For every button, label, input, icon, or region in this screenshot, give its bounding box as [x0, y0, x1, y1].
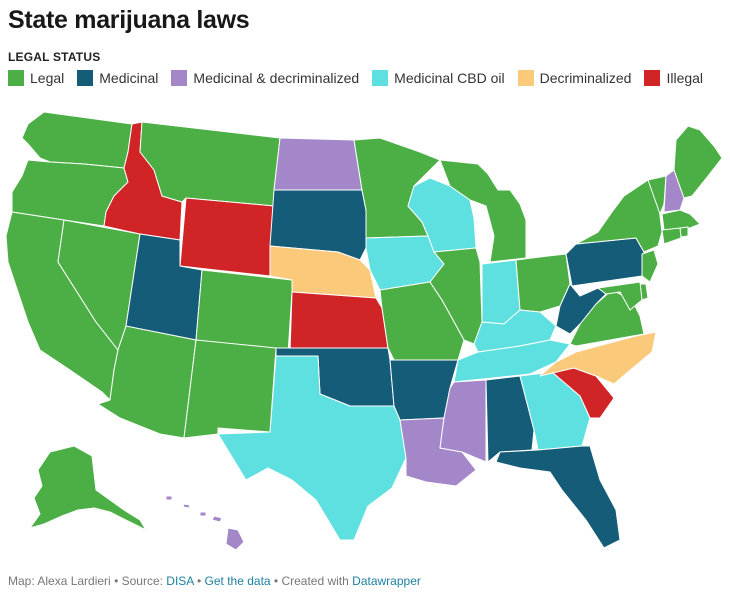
legend-swatch-legal — [8, 70, 24, 86]
state-washington[interactable] — [21, 111, 133, 169]
state-massachusetts[interactable] — [661, 209, 701, 231]
legend-item-medicinal-cbd-oil[interactable]: Medicinal CBD oil — [372, 70, 505, 86]
legend-swatch-illegal — [644, 70, 661, 86]
legend-heading: LEGAL STATUS — [8, 50, 101, 64]
legend-item-medicinal[interactable]: Medicinal — [77, 70, 158, 86]
footer-credits: Map: Alexa Lardieri • Source: DISA • Get… — [8, 574, 421, 588]
state-north-carolina[interactable] — [539, 331, 657, 385]
legend-label-medicinal-decriminalized: Medicinal & decriminalized — [193, 70, 360, 86]
footer-source-link[interactable]: DISA — [166, 574, 194, 588]
state-hawaii[interactable] — [165, 495, 245, 551]
legend-item-decriminalized[interactable]: Decriminalized — [517, 70, 632, 86]
legend-swatch-medicinal — [77, 70, 94, 86]
state-illinois[interactable] — [429, 247, 483, 345]
legend-label-medicinal-cbd-oil: Medicinal CBD oil — [394, 70, 505, 86]
state-new-jersey[interactable] — [641, 249, 659, 283]
legend-label-illegal: Illegal — [666, 70, 704, 86]
state-maryland[interactable] — [597, 281, 643, 311]
state-new-mexico[interactable] — [183, 339, 277, 439]
state-connecticut[interactable] — [661, 227, 682, 245]
state-alaska[interactable] — [29, 445, 147, 531]
legend-label-medicinal: Medicinal — [99, 70, 159, 86]
footer-map-by: Map: Alexa Lardieri — [8, 574, 111, 588]
legend: Legal Medicinal Medicinal & decriminaliz… — [8, 70, 703, 86]
footer-datawrapper-link[interactable]: Datawrapper — [352, 574, 421, 588]
legend-label-legal: Legal — [30, 70, 65, 86]
state-colorado[interactable] — [195, 269, 293, 355]
us-map — [0, 110, 730, 570]
legend-label-decriminalized: Decriminalized — [539, 70, 632, 86]
legend-swatch-medicinal-decriminalized — [171, 70, 188, 86]
footer-separator: • — [193, 574, 205, 588]
footer-created-with: • Created with — [270, 574, 353, 588]
state-michigan[interactable] — [439, 159, 527, 263]
legend-item-illegal[interactable]: Illegal — [644, 70, 703, 86]
state-montana[interactable] — [139, 121, 281, 207]
legend-item-legal[interactable]: Legal — [8, 70, 64, 86]
state-maine[interactable] — [673, 125, 723, 199]
legend-swatch-decriminalized — [517, 70, 534, 86]
state-texas[interactable] — [217, 355, 407, 541]
legend-item-medicinal-decriminalized[interactable]: Medicinal & decriminalized — [171, 70, 359, 86]
footer-source-prefix: • Source: — [110, 574, 167, 588]
state-wyoming[interactable] — [179, 197, 275, 277]
state-kansas[interactable] — [289, 291, 389, 353]
state-florida[interactable] — [495, 445, 621, 549]
legend-swatch-medicinal-cbd-oil — [372, 70, 389, 86]
state-pennsylvania[interactable] — [565, 237, 645, 287]
map-title: State marijuana laws — [8, 6, 250, 34]
state-north-dakota[interactable] — [273, 137, 363, 191]
state-new-hampshire[interactable] — [663, 169, 685, 213]
footer-get-data-link[interactable]: Get the data — [204, 574, 271, 588]
us-map-svg — [5, 111, 723, 551]
